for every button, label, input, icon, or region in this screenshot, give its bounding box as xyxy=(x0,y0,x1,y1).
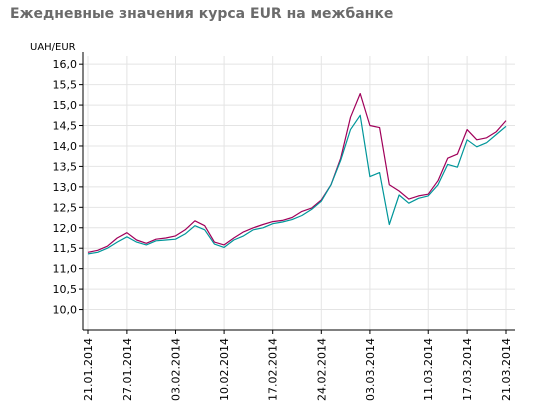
x-tick-label: 27.01.2014 xyxy=(121,338,134,401)
y-tick-label: 11,0 xyxy=(53,263,78,276)
y-axis-unit-label: UAH/EUR xyxy=(30,42,76,53)
x-tick-label: 10.02.2014 xyxy=(218,338,231,401)
y-tick-label: 12,0 xyxy=(53,222,78,235)
x-tick-label: 21.01.2014 xyxy=(82,338,95,401)
y-tick-label: 15,5 xyxy=(53,79,78,92)
y-tick-label: 15,0 xyxy=(53,99,78,112)
x-tick-label: 24.02.2014 xyxy=(315,338,328,401)
series-lines xyxy=(87,92,507,255)
y-axis-ticks: 10,0 10,5 11,0 11,5 12,0 12,5 13,0 13,5 14,0 14,5… xyxy=(53,58,83,317)
x-tick-label: 03.02.2014 xyxy=(169,338,182,401)
x-tick-label: 17.03.2014 xyxy=(461,338,474,401)
series-line-2 xyxy=(87,114,507,255)
x-tick-label: 21.03.2014 xyxy=(500,338,513,401)
y-tick-label: 16,0 xyxy=(53,58,78,71)
chart-grid xyxy=(83,56,515,330)
y-tick-label: 13,5 xyxy=(53,160,78,173)
chart-axes xyxy=(82,52,515,331)
x-tick-label: 03.03.2014 xyxy=(364,338,377,401)
y-tick-label: 13,0 xyxy=(53,181,78,194)
y-tick-label: 11,5 xyxy=(53,242,78,255)
x-tick-label: 17.02.2014 xyxy=(267,338,280,401)
y-tick-label: 10,0 xyxy=(53,304,78,317)
y-tick-label: 10,5 xyxy=(53,283,78,296)
y-tick-label: 14,0 xyxy=(53,140,78,153)
y-tick-label: 12,5 xyxy=(53,201,78,214)
x-tick-label: 11.03.2014 xyxy=(422,338,435,401)
y-tick-label: 14,5 xyxy=(53,120,78,133)
series-line-1 xyxy=(87,92,507,253)
chart-title: Ежедневные значения курса EUR на межбанк… xyxy=(10,6,394,22)
x-axis-ticks: 21.01.2014 27.01.2014 03.02.2014 10.02.2014… xyxy=(82,330,513,401)
